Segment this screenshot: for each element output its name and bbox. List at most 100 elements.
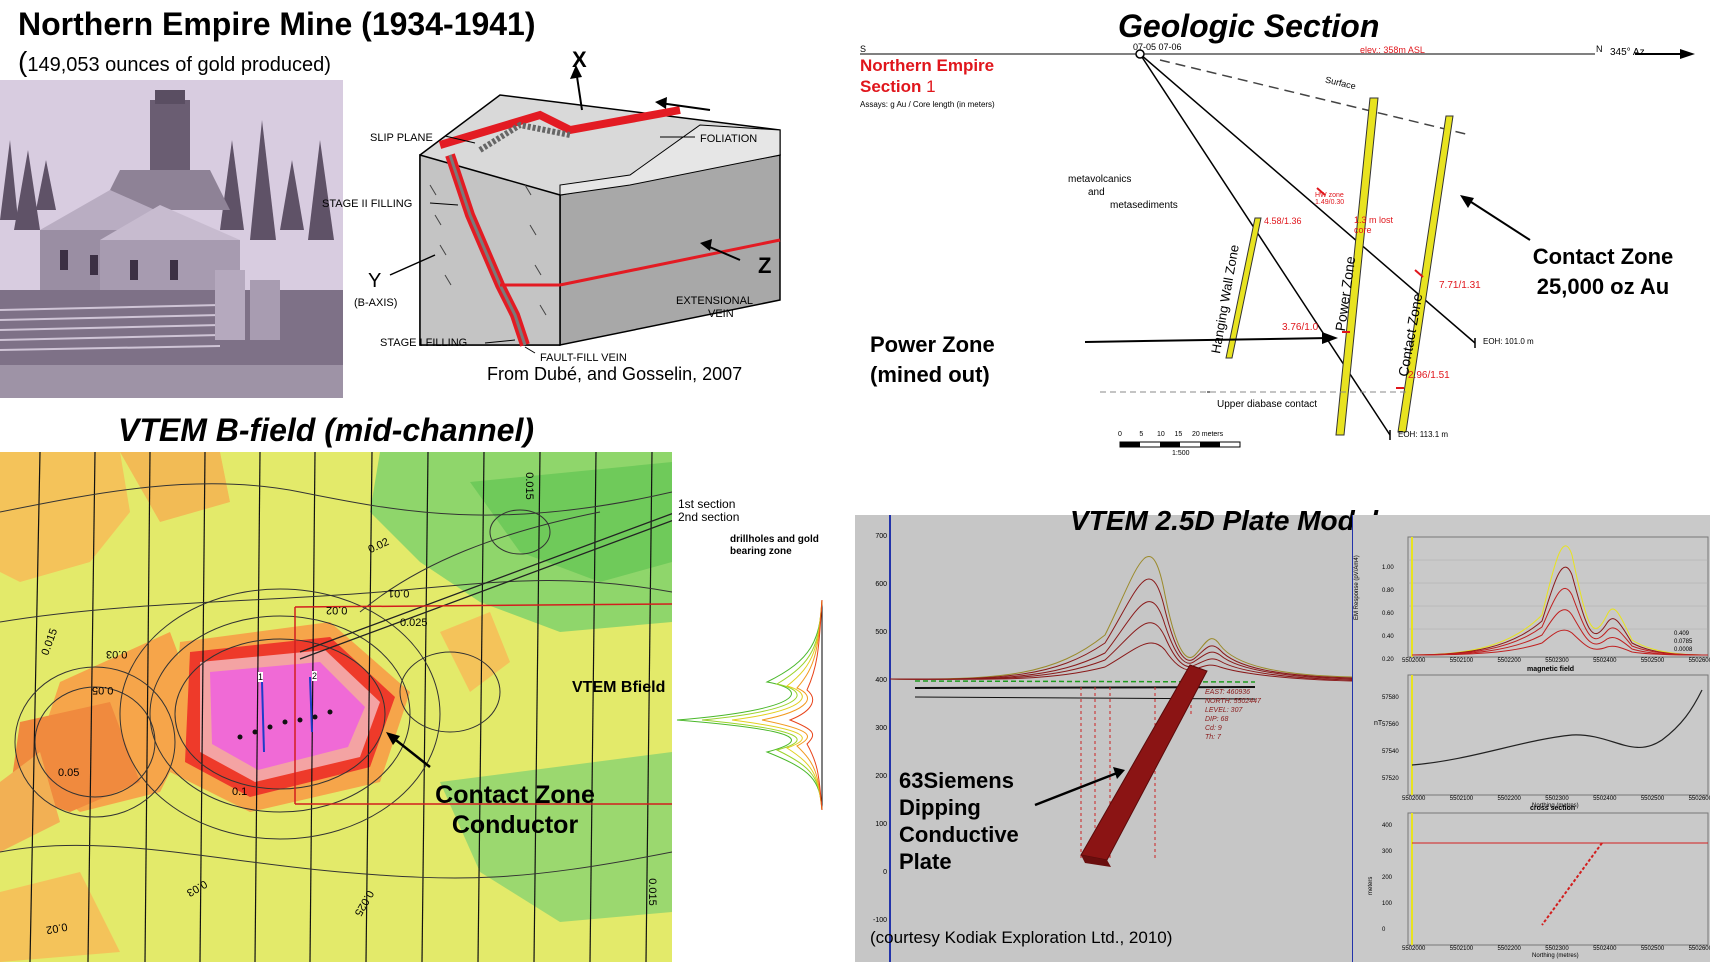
vein-block-diagram: X Y (B-AXIS) Z SLIP PLANE FOLIATION STAG… — [322, 47, 860, 415]
scale-tick: 20 meters — [1192, 431, 1224, 438]
mag-xlabel: Northing (metres) — [1532, 803, 1579, 809]
subtitle-paren: ( — [18, 46, 28, 77]
plate-credit: (courtesy Kodiak Exploration Ltd., 2010) — [870, 928, 1173, 947]
mag-title: magnetic field — [1527, 666, 1575, 673]
extensional-label: EXTENSIONAL — [676, 295, 754, 307]
geo-azimuth: 345° Az. — [1610, 47, 1648, 58]
vtem-bfield-label: VTEM Bfield — [572, 679, 666, 696]
plate-info-line: EAST: 460936 — [1205, 689, 1251, 696]
y-tick: -100 — [872, 917, 887, 924]
mine-photo-illustration — [0, 80, 343, 398]
em-yticks: 1.00 0.80 0.60 0.40 0.20 — [1382, 557, 1394, 672]
pz-line-1: Power Zone — [870, 332, 995, 357]
mine-subtitle: (149,053 ounces of gold produced) — [18, 46, 331, 78]
geo-assay-1: 4.58/1.36 — [1264, 216, 1302, 226]
x-tick: 5502000 — [1402, 796, 1426, 802]
geo-scale-ratio: 1:500 — [1172, 450, 1190, 457]
geo-eoh-2: EOH: 113.1 m — [1398, 430, 1449, 439]
geo-north: N — [1596, 44, 1603, 54]
em-val: 0.0008 — [1674, 647, 1693, 653]
mag-tick: 57580 — [1382, 695, 1399, 701]
x-tick: 5502600 — [1688, 796, 1710, 802]
x-tick: 5502500 — [1640, 796, 1665, 802]
x-tick: 5502200 — [1497, 658, 1521, 664]
x-tick: 5502300 — [1545, 796, 1569, 802]
plate-info-line: Cd: 9 — [1205, 725, 1222, 732]
y-tick: 500 — [875, 629, 887, 636]
mag-xticks: 5502000 5502100 5502200 5502300 5502400 55025… — [1402, 796, 1710, 802]
legend-text: drillholes and gold bearing zone — [730, 534, 819, 557]
bfield-profile-svg — [676, 599, 823, 811]
geo-rock-1: metavolcanics — [1068, 174, 1132, 185]
scale-tick: 5 — [1139, 431, 1144, 438]
em-tick: 1.00 — [1382, 565, 1394, 571]
bfield-title: VTEM B-field (mid-channel) — [118, 412, 534, 448]
y-tick: 100 — [875, 821, 887, 828]
conductor-callout: Contact Zone Conductor — [415, 780, 615, 840]
contour-label: 0.015 — [522, 472, 535, 500]
pz-line-2: (mined out) — [870, 362, 990, 387]
cz-line-2: 25,000 oz Au — [1536, 274, 1670, 299]
y-tick: 600 — [875, 581, 887, 588]
stage2-label: STAGE II FILLING — [322, 198, 413, 210]
y-tick: 700 — [875, 533, 887, 540]
x-tick: 5502200 — [1497, 796, 1521, 802]
xs-ylabel: meters — [1368, 876, 1374, 895]
geo-elev: elev.: 358m ASL — [1360, 45, 1425, 55]
y-tick: 400 — [875, 677, 887, 684]
em-val: 0.409 — [1674, 631, 1690, 637]
mine-title: Northern Empire Mine (1934-1941) — [18, 6, 536, 42]
em-tick: 0.20 — [1382, 657, 1394, 663]
power-zone-callout: Power Zone (mined out) — [870, 330, 995, 390]
mag-tick: 57560 — [1382, 722, 1399, 728]
section-2-label: 2nd section — [678, 510, 740, 524]
bfield-map: 1 2 0.015 0.02 0.01 0.025 0.02 0.03 0.05… — [0, 452, 672, 962]
x-tick: 5502400 — [1593, 796, 1617, 802]
contour-label: 0.03 — [106, 648, 128, 660]
em-xticks: 5502000 5502100 5502200 5502300 5502400 55025… — [1402, 658, 1710, 664]
xs-title: cross section — [1530, 805, 1576, 812]
xs-tick: 400 — [1382, 823, 1393, 829]
axis-y-label: Y — [368, 270, 382, 292]
plate-info-line: LEVEL: 307 — [1205, 707, 1243, 714]
plate-y-axis: 700 600 500 400 300 200 100 0 -100 — [857, 503, 887, 924]
xs-tick: 300 — [1382, 849, 1393, 855]
contour-label: 0.02 — [326, 604, 348, 616]
y-tick: 200 — [875, 773, 887, 780]
axis-z-label: Z — [758, 253, 772, 278]
x-tick: 5502000 — [1402, 946, 1426, 952]
plate-right-plots: EM Response (pV/Am4) 1.00 0.80 0.60 0.40… — [1351, 515, 1710, 962]
xs-yticks: 400 300 200 100 0 — [1382, 813, 1392, 943]
geo-assay-4: 7.71/1.31 — [1439, 280, 1481, 291]
contour-label: 0.025 — [400, 617, 428, 629]
contour-label: 0.05 — [58, 767, 80, 779]
cz-line-1: Contact Zone — [1532, 244, 1674, 269]
em-ylabel: EM Response (pV/Am4) — [1354, 555, 1360, 620]
plate-info-line: NORTH: 5502447 — [1205, 698, 1261, 705]
x-tick: 5502100 — [1449, 946, 1474, 952]
x-tick: 5502400 — [1593, 946, 1617, 952]
em-tick: 0.40 — [1382, 634, 1394, 640]
em-val: 0.0785 — [1674, 639, 1693, 645]
x-tick: 5502500 — [1640, 946, 1665, 952]
stage1-label: STAGE I FILLING — [380, 337, 468, 349]
xs-tick: 100 — [1382, 901, 1393, 907]
block-diagram-svg — [389, 65, 781, 354]
geo-assay-3: 1.3 m lost core — [1354, 215, 1394, 235]
plate-title: VTEM 2.5D Plate Model — [1070, 505, 1379, 536]
x-tick: 5502100 — [1449, 658, 1474, 664]
scale-tick: 15 — [1174, 431, 1183, 438]
contour-label: 0.01 — [388, 587, 410, 599]
conductor-line-1: Contact Zone — [435, 781, 595, 809]
contour-label: 0.015 — [645, 878, 658, 906]
hole-2-label: 2 — [312, 671, 318, 681]
geo-section-num: Section 1 — [860, 77, 936, 97]
xs-tick: 200 — [1382, 875, 1393, 881]
bfield-profile — [672, 599, 832, 811]
section-word: Section — [860, 77, 922, 96]
plate-info-line: Th: 7 — [1205, 734, 1221, 741]
contour-label: 0.05 — [92, 684, 114, 696]
plate-info: EAST: 460936 NORTH: 5502447 LEVEL: 307 D… — [1205, 688, 1261, 742]
foliation-label: FOLIATION — [700, 133, 758, 145]
contour-label: 0.1 — [232, 786, 248, 798]
